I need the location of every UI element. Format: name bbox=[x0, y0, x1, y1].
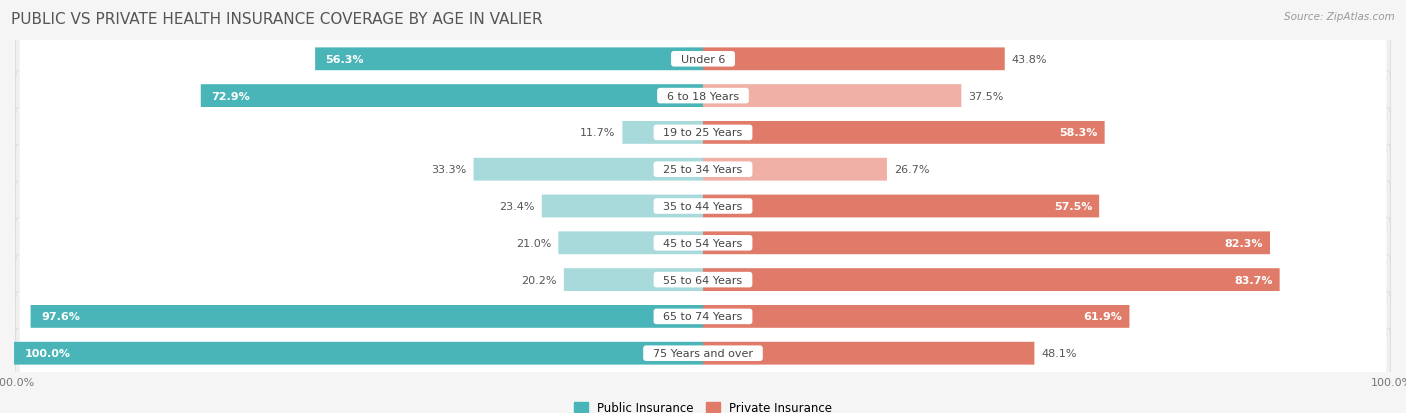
Text: 11.7%: 11.7% bbox=[581, 128, 616, 138]
Text: 20.2%: 20.2% bbox=[522, 275, 557, 285]
FancyBboxPatch shape bbox=[15, 145, 1391, 195]
Text: 97.6%: 97.6% bbox=[41, 312, 80, 322]
Text: 48.1%: 48.1% bbox=[1042, 348, 1077, 358]
Text: 43.8%: 43.8% bbox=[1012, 55, 1047, 65]
FancyBboxPatch shape bbox=[703, 159, 887, 181]
FancyBboxPatch shape bbox=[14, 342, 703, 365]
FancyBboxPatch shape bbox=[541, 195, 703, 218]
FancyBboxPatch shape bbox=[315, 48, 703, 71]
Text: Under 6: Under 6 bbox=[673, 55, 733, 65]
FancyBboxPatch shape bbox=[15, 182, 1391, 231]
Text: 33.3%: 33.3% bbox=[432, 165, 467, 175]
Text: 25 to 34 Years: 25 to 34 Years bbox=[657, 165, 749, 175]
FancyBboxPatch shape bbox=[703, 268, 1279, 291]
FancyBboxPatch shape bbox=[703, 122, 1105, 145]
FancyBboxPatch shape bbox=[20, 223, 1386, 264]
Legend: Public Insurance, Private Insurance: Public Insurance, Private Insurance bbox=[569, 396, 837, 413]
FancyBboxPatch shape bbox=[703, 48, 1005, 71]
FancyBboxPatch shape bbox=[564, 268, 703, 291]
Text: 58.3%: 58.3% bbox=[1059, 128, 1098, 138]
Text: 6 to 18 Years: 6 to 18 Years bbox=[659, 91, 747, 101]
FancyBboxPatch shape bbox=[20, 112, 1386, 154]
FancyBboxPatch shape bbox=[15, 328, 1391, 378]
Text: 57.5%: 57.5% bbox=[1054, 202, 1092, 211]
FancyBboxPatch shape bbox=[20, 39, 1386, 80]
FancyBboxPatch shape bbox=[474, 159, 703, 181]
FancyBboxPatch shape bbox=[703, 342, 1035, 365]
Text: 83.7%: 83.7% bbox=[1234, 275, 1272, 285]
Text: 45 to 54 Years: 45 to 54 Years bbox=[657, 238, 749, 248]
FancyBboxPatch shape bbox=[15, 218, 1391, 268]
FancyBboxPatch shape bbox=[703, 305, 1129, 328]
Text: 65 to 74 Years: 65 to 74 Years bbox=[657, 312, 749, 322]
FancyBboxPatch shape bbox=[20, 296, 1386, 337]
FancyBboxPatch shape bbox=[20, 259, 1386, 301]
Text: 35 to 44 Years: 35 to 44 Years bbox=[657, 202, 749, 211]
FancyBboxPatch shape bbox=[703, 195, 1099, 218]
Text: 82.3%: 82.3% bbox=[1225, 238, 1263, 248]
FancyBboxPatch shape bbox=[20, 333, 1386, 374]
FancyBboxPatch shape bbox=[15, 108, 1391, 158]
Text: 72.9%: 72.9% bbox=[211, 91, 250, 101]
FancyBboxPatch shape bbox=[15, 71, 1391, 121]
FancyBboxPatch shape bbox=[703, 232, 1270, 254]
Text: 26.7%: 26.7% bbox=[894, 165, 929, 175]
FancyBboxPatch shape bbox=[31, 305, 703, 328]
FancyBboxPatch shape bbox=[15, 35, 1391, 85]
FancyBboxPatch shape bbox=[558, 232, 703, 254]
FancyBboxPatch shape bbox=[20, 186, 1386, 227]
FancyBboxPatch shape bbox=[20, 76, 1386, 117]
FancyBboxPatch shape bbox=[15, 255, 1391, 305]
FancyBboxPatch shape bbox=[623, 122, 703, 145]
Text: 100.0%: 100.0% bbox=[24, 348, 70, 358]
Text: 61.9%: 61.9% bbox=[1084, 312, 1122, 322]
FancyBboxPatch shape bbox=[20, 149, 1386, 190]
Text: PUBLIC VS PRIVATE HEALTH INSURANCE COVERAGE BY AGE IN VALIER: PUBLIC VS PRIVATE HEALTH INSURANCE COVER… bbox=[11, 12, 543, 27]
Text: 55 to 64 Years: 55 to 64 Years bbox=[657, 275, 749, 285]
FancyBboxPatch shape bbox=[201, 85, 703, 108]
Text: 23.4%: 23.4% bbox=[499, 202, 534, 211]
Text: 37.5%: 37.5% bbox=[969, 91, 1004, 101]
Text: 19 to 25 Years: 19 to 25 Years bbox=[657, 128, 749, 138]
Text: 21.0%: 21.0% bbox=[516, 238, 551, 248]
Text: 75 Years and over: 75 Years and over bbox=[645, 348, 761, 358]
Text: 56.3%: 56.3% bbox=[325, 55, 364, 65]
FancyBboxPatch shape bbox=[703, 85, 962, 108]
Text: Source: ZipAtlas.com: Source: ZipAtlas.com bbox=[1284, 12, 1395, 22]
FancyBboxPatch shape bbox=[15, 292, 1391, 342]
